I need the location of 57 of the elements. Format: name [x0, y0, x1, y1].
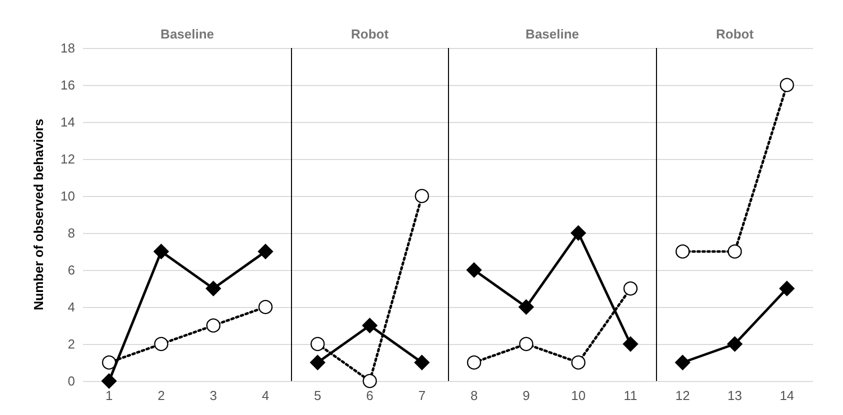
point — [519, 336, 534, 352]
point — [258, 244, 274, 260]
text: Robot — [351, 26, 390, 42]
x-tick-label: 10 — [571, 388, 586, 403]
point — [780, 78, 794, 92]
text: Baseline — [160, 26, 214, 42]
y-tick-label: 18 — [60, 40, 75, 56]
point — [728, 244, 742, 259]
point — [676, 244, 690, 259]
x-tick-label: 11 — [624, 388, 638, 403]
y-tick-label: 10 — [60, 188, 75, 204]
point — [154, 336, 168, 352]
y-tick-label: 14 — [60, 114, 75, 130]
point — [623, 281, 638, 296]
y-tick-label: 0 — [68, 374, 75, 388]
point — [310, 336, 325, 352]
y-tick-label: 4 — [68, 300, 75, 314]
x-tick-label: 12 — [675, 388, 690, 403]
point — [154, 244, 169, 260]
point — [206, 318, 220, 333]
x-tick-label: 2 — [158, 388, 165, 403]
point — [414, 354, 430, 370]
point — [362, 318, 378, 334]
x-tick-label: 9 — [522, 388, 530, 403]
x-tick-label: 5 — [314, 388, 322, 403]
point — [622, 336, 638, 352]
point — [466, 355, 482, 370]
point — [102, 355, 116, 370]
x-tick-label: 7 — [418, 388, 426, 403]
y-tick-label: 2 — [68, 336, 75, 352]
y-tick-label: 6 — [68, 262, 75, 278]
point — [258, 300, 273, 314]
text: Baseline — [526, 26, 580, 42]
x-tick-label: 13 — [728, 388, 742, 403]
x-tick-label: 1 — [105, 388, 113, 403]
point — [570, 225, 586, 241]
point — [206, 280, 221, 296]
text: Robot — [716, 26, 754, 42]
point — [727, 336, 742, 352]
x-tick-label: 6 — [366, 388, 374, 403]
point — [675, 354, 690, 370]
x-tick-label: 3 — [210, 388, 217, 403]
point — [571, 355, 586, 370]
point — [101, 373, 117, 389]
y-tick-label: 8 — [68, 226, 75, 240]
x-tick-label: 4 — [262, 388, 270, 403]
y-tick-label: 16 — [60, 78, 75, 92]
x-tick-label: 14 — [780, 388, 794, 403]
point — [779, 280, 795, 296]
point — [414, 188, 430, 204]
y-axis-title: Number of observed behaviors — [31, 118, 46, 310]
x-tick-label: 8 — [470, 388, 478, 403]
point — [466, 262, 482, 278]
point — [518, 299, 534, 315]
point — [310, 354, 326, 370]
y-tick-label: 12 — [60, 152, 75, 166]
point — [362, 374, 377, 388]
